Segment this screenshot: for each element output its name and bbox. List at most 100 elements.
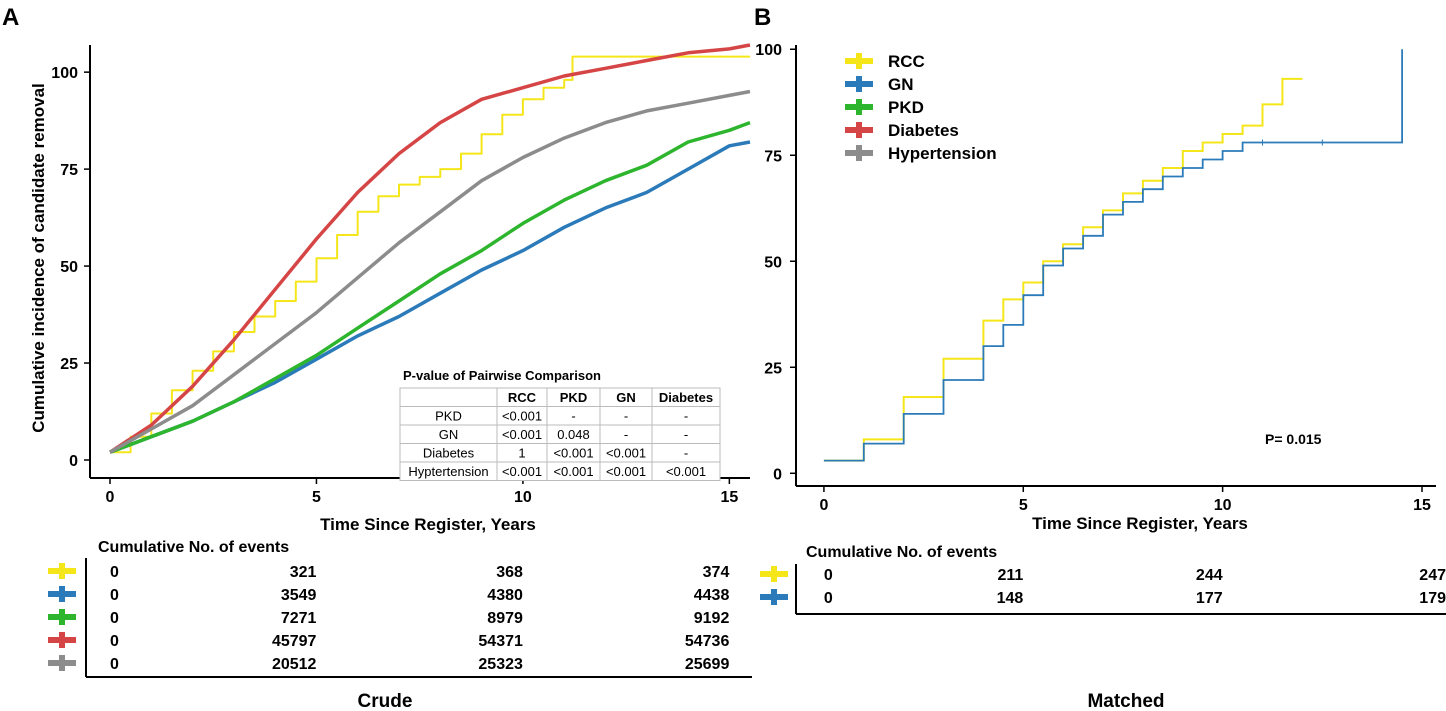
x-tick-label: 5 [312, 489, 321, 506]
y-tick-label: 100 [755, 42, 782, 59]
y-tick-label: 25 [60, 356, 78, 373]
events-row-icon-stem [59, 586, 65, 602]
pvalue-table-cell: - [624, 409, 628, 424]
pvalue-table-cell: - [684, 446, 688, 461]
events-cell: 0 [110, 656, 119, 673]
events-title: Cumulative No. of events [98, 539, 289, 556]
pvalue-table-frame [399, 387, 721, 481]
events-row-icon [48, 563, 76, 579]
events-cell: 25699 [685, 656, 730, 673]
events-cell: 0 [824, 567, 833, 584]
events-cell: 0 [110, 610, 119, 627]
pvalue-table-cell: <0.001 [502, 464, 542, 479]
legend-label: Hypertension [888, 144, 997, 163]
panel-a: A 0 5 10 15 0 25 50 75 100 Time Since Register, Ye… [2, 4, 752, 711]
legend-icon [845, 76, 873, 92]
y-tick-label: 75 [60, 162, 78, 179]
events-cell: 148 [997, 590, 1024, 607]
legend: RCC GN PKD Diabetes Hypertension [845, 52, 997, 163]
pvalue-table-cell: Diabetes [423, 446, 475, 461]
y-tick-label: 0 [773, 466, 782, 483]
x-tick-label: 0 [106, 489, 115, 506]
legend-icon-stem [856, 122, 862, 138]
legend-icon-stem [856, 99, 862, 115]
legend-icon [845, 53, 873, 69]
events-cell: 3549 [281, 587, 317, 604]
series-line-hypertension [109, 89, 751, 454]
pvalue-table-cell: 0.048 [557, 427, 590, 442]
pvalue-table-cell: - [684, 427, 688, 442]
legend-label: PKD [888, 98, 924, 117]
x-tick-label: 10 [514, 489, 532, 506]
events-cell: 177 [1196, 590, 1223, 607]
pvalue-table-cell: <0.001 [553, 464, 593, 479]
pvalue-table-cell: <0.001 [502, 427, 542, 442]
events-cell: 4380 [487, 587, 523, 604]
events-cell: 0 [110, 587, 119, 604]
pvalue-table: RCC PKD GN Diabetes PKD <0.001 - - - GN <0.001 0.04… [399, 387, 721, 481]
events-row-icon-stem [771, 566, 777, 582]
pvalue-table-cell: <0.001 [666, 464, 706, 479]
events-cell: 368 [496, 564, 523, 581]
events-row-icon-stem [59, 563, 65, 579]
pvalue-table-cell: - [684, 409, 688, 424]
legend-label: RCC [888, 52, 925, 71]
events-cell: 25323 [478, 656, 523, 673]
x-axis-label: Time Since Register, Years [320, 515, 536, 534]
events-row-icon [48, 655, 76, 671]
pvalue-table-header: Diabetes [659, 390, 713, 405]
events-cell: 244 [1196, 567, 1223, 584]
y-tick-label: 25 [764, 360, 782, 377]
legend-icon [845, 99, 873, 115]
y-tick-label: 50 [764, 254, 782, 271]
events-row-icon [48, 632, 76, 648]
x-tick-label: 0 [819, 497, 828, 514]
panel-b: B 0 5 10 15 0 25 50 75 100 Time Since Register, Ye… [754, 4, 1446, 711]
x-tick-label: 15 [720, 489, 738, 506]
pvalue-table-cell: GN [439, 427, 459, 442]
pvalue-table-cell: <0.001 [606, 464, 646, 479]
y-tick-label: 100 [51, 65, 78, 82]
p-value-annotation: P= 0.015 [1265, 431, 1322, 447]
events-row-icon-stem [59, 632, 65, 648]
events-cell: 0 [824, 590, 833, 607]
events-cell: 7271 [281, 610, 317, 627]
series-line-rcc [110, 55, 750, 454]
events-row-icon [760, 589, 788, 605]
legend-icon-stem [856, 76, 862, 92]
events-cell: 247 [1419, 567, 1446, 584]
panel-label: A [2, 4, 19, 31]
legend-icon [845, 122, 873, 138]
y-tick-label: 50 [60, 259, 78, 276]
y-axis-label: Cumulative incidence of candidate remova… [29, 83, 48, 433]
x-tick-label: 5 [1019, 497, 1028, 514]
series-line-gn [823, 49, 1403, 462]
pvalue-table-cell: <0.001 [606, 446, 646, 461]
events-cell: 54371 [478, 633, 523, 650]
legend-icon [845, 145, 873, 161]
events-row-icon [760, 566, 788, 582]
pvalue-table-title: P-value of Pairwise Comparison [403, 368, 601, 383]
events-cell: 8979 [487, 610, 523, 627]
x-axis-label: Time Since Register, Years [1032, 514, 1248, 533]
legend-label: GN [888, 75, 914, 94]
legend-label: Diabetes [888, 121, 959, 140]
events-cell: 4438 [694, 587, 730, 604]
panel-label: B [754, 4, 771, 31]
pvalue-table-header: RCC [508, 390, 537, 405]
pvalue-table-cell: Hyptertension [408, 464, 488, 479]
events-cell: 374 [703, 564, 730, 581]
events-cell: 20512 [272, 656, 317, 673]
events-row-icon-stem [59, 609, 65, 625]
events-cell: 54736 [685, 633, 730, 650]
legend-icon-stem [856, 145, 862, 161]
events-cell: 0 [110, 564, 119, 581]
x-tick-label: 10 [1214, 497, 1232, 514]
legend-icon-stem [856, 53, 862, 69]
y-tick-label: 0 [69, 453, 78, 470]
pvalue-table-header: GN [616, 390, 636, 405]
pvalue-table-cell: PKD [435, 409, 462, 424]
events-cell: 9192 [694, 610, 730, 627]
events-cell: 321 [290, 564, 317, 581]
